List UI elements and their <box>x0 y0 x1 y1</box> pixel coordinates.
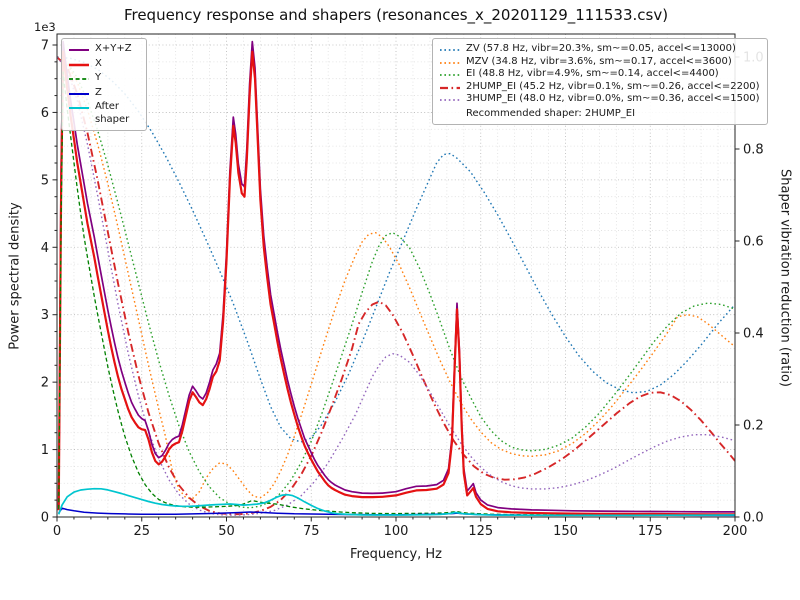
legend-label: 3HUMP_EI (48.0 Hz, vibr=0.0%, sm~=0.36, … <box>466 93 760 104</box>
legend-line-swatch-xyz-psd <box>69 48 89 52</box>
legend-item-mzv: MZV (34.8 Hz, vibr=3.6%, sm~=0.17, accel… <box>439 56 760 69</box>
svg-text:25: 25 <box>133 524 150 539</box>
y-axis-label-right: Shaper vibration reduction (ratio) <box>777 169 793 387</box>
legend-line-swatch-y-psd <box>69 78 89 80</box>
svg-text:200: 200 <box>723 524 748 539</box>
svg-text:2: 2 <box>41 376 49 391</box>
svg-text:0.4: 0.4 <box>743 327 764 342</box>
legend-note-spacer <box>439 108 461 121</box>
legend-label: X <box>95 57 102 69</box>
svg-text:0.6: 0.6 <box>743 235 764 250</box>
series-hump3-ei <box>57 56 735 516</box>
series-after-shaper <box>57 487 735 517</box>
chart-title: Frequency response and shapers (resonanc… <box>123 6 669 24</box>
series-curves <box>57 40 735 517</box>
svg-text:175: 175 <box>638 524 663 539</box>
y-axis-offset-label: 1e3 <box>34 20 56 34</box>
svg-text:0.8: 0.8 <box>743 143 764 158</box>
legend-item-zv: ZV (57.8 Hz, vibr=20.3%, sm~=0.05, accel… <box>439 43 760 56</box>
legend-label: ZV (57.8 Hz, vibr=20.3%, sm~=0.05, accel… <box>466 43 736 54</box>
legend-label: Y <box>95 72 102 83</box>
legend-item-x-psd: X <box>68 58 139 71</box>
series-x-psd <box>57 50 735 516</box>
legend-label: After shaper <box>95 101 130 125</box>
legend-item-hump2-ei: 2HUMP_EI (45.2 Hz, vibr=0.1%, sm~=0.26, … <box>439 81 760 94</box>
legend-item-hump3-ei: 3HUMP_EI (48.0 Hz, vibr=0.0%, sm~=0.36, … <box>439 93 760 106</box>
legend-label: MZV (34.8 Hz, vibr=3.6%, sm~=0.17, accel… <box>466 55 732 67</box>
svg-text:75: 75 <box>303 524 320 539</box>
series-hump2-ei <box>57 56 735 516</box>
legend-line-swatch-mzv <box>440 61 460 64</box>
svg-text:7: 7 <box>41 38 49 53</box>
svg-text:6: 6 <box>41 106 49 121</box>
svg-text:1: 1 <box>41 443 49 458</box>
legend-item-y-psd: Y <box>68 72 139 85</box>
legend-line-swatch-after-shaper <box>69 106 89 110</box>
svg-text:0.2: 0.2 <box>743 419 764 434</box>
svg-text:125: 125 <box>468 524 493 539</box>
legend-line-swatch-z-psd <box>69 92 89 95</box>
series-zv <box>57 56 735 443</box>
legend-label: X+Y+Z <box>95 43 132 54</box>
svg-text:4: 4 <box>41 241 49 256</box>
svg-text:5: 5 <box>41 173 49 188</box>
legend-line-swatch-x-psd <box>69 63 89 66</box>
svg-text:0.0: 0.0 <box>743 511 764 526</box>
legend-item-xyz-psd: X+Y+Z <box>68 43 139 56</box>
svg-text:0: 0 <box>41 511 49 526</box>
svg-text:50: 50 <box>218 524 235 539</box>
svg-text:0: 0 <box>53 524 61 539</box>
legend-line-swatch-hump3-ei <box>440 99 460 101</box>
series-y-psd <box>58 71 735 516</box>
legend-label: 2HUMP_EI (45.2 Hz, vibr=0.1%, sm~=0.26, … <box>466 80 760 92</box>
legend-shapers: ZV (57.8 Hz, vibr=20.3%, sm~=0.05, accel… <box>432 38 768 125</box>
legend-psd: X+Y+Z X Y Z After shaper <box>61 38 147 131</box>
legend-label: EI (48.8 Hz, vibr=4.9%, sm~=0.14, accel<… <box>466 68 719 79</box>
series-ei <box>57 56 735 509</box>
svg-text:150: 150 <box>553 524 578 539</box>
legend-item-ei: EI (48.8 Hz, vibr=4.9%, sm~=0.14, accel<… <box>439 68 760 81</box>
recommended-shaper-note: Recommended shaper: 2HUMP_EI <box>466 107 636 119</box>
svg-text:3: 3 <box>41 308 49 323</box>
svg-text:100: 100 <box>384 524 409 539</box>
x-axis-label: Frequency, Hz <box>349 547 443 562</box>
legend-line-swatch-zv <box>440 49 460 51</box>
legend-shapers-items: ZV (57.8 Hz, vibr=20.3%, sm~=0.05, accel… <box>439 43 760 106</box>
legend-item-after-shaper: After shaper <box>68 101 139 126</box>
y-axis-label-left: Power spectral density <box>7 202 23 350</box>
legend-item-z-psd: Z <box>68 87 139 100</box>
series-mzv <box>57 56 735 500</box>
recommended-shaper-row: Recommended shaper: 2HUMP_EI <box>439 108 760 121</box>
legend-line-swatch-hump2-ei <box>440 86 460 89</box>
legend-line-swatch-ei <box>440 74 460 76</box>
legend-label: Z <box>95 86 102 98</box>
